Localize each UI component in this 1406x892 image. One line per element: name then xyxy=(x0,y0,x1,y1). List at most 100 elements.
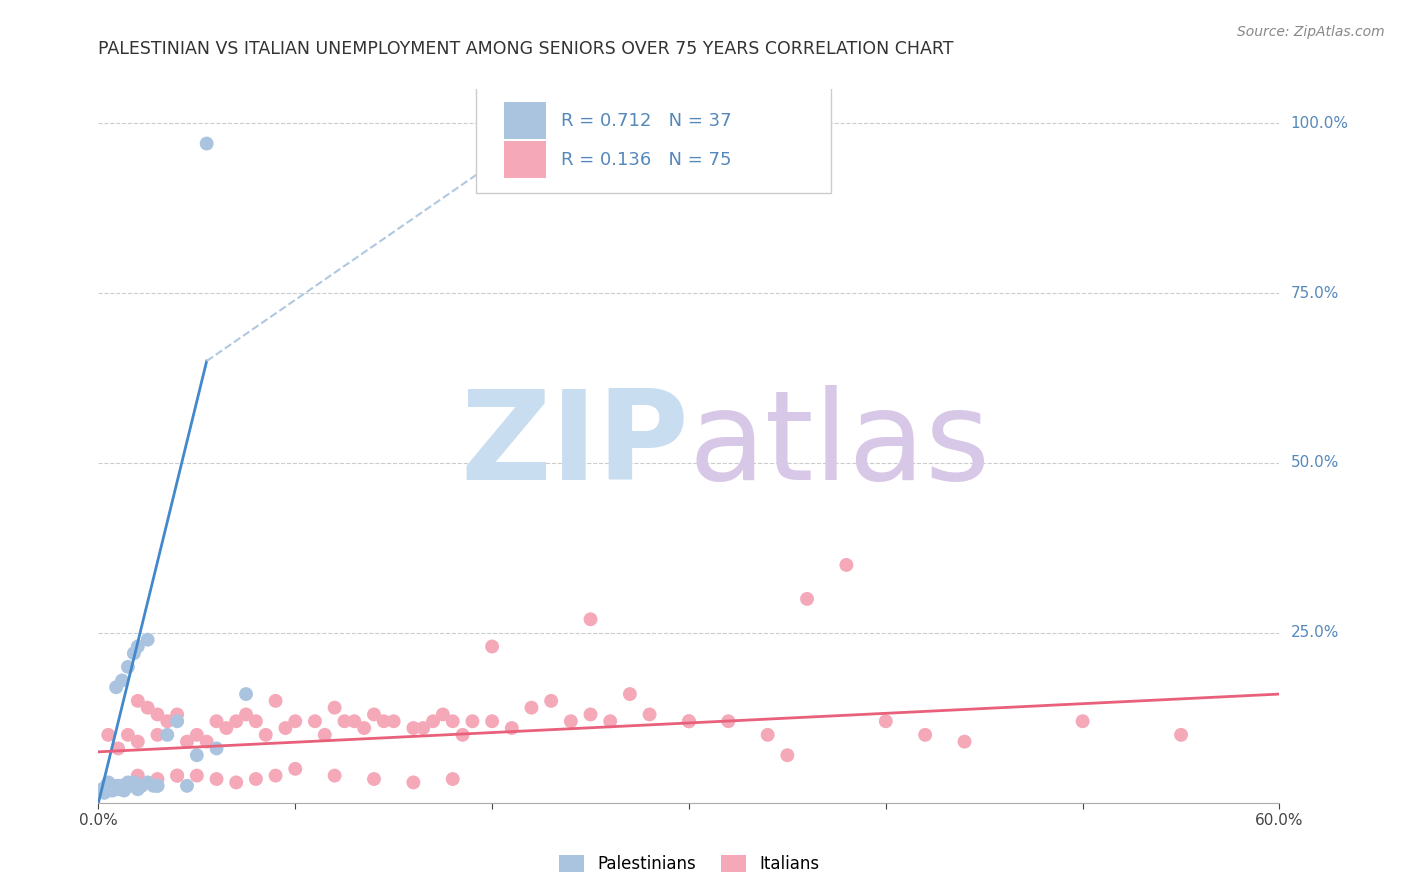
FancyBboxPatch shape xyxy=(503,102,546,139)
Point xyxy=(96,779,118,793)
Point xyxy=(1170,728,1192,742)
Point xyxy=(176,779,198,793)
Point xyxy=(599,714,621,729)
Point xyxy=(103,779,125,793)
Point xyxy=(776,748,799,763)
Point xyxy=(111,673,134,688)
Point xyxy=(284,762,307,776)
Point xyxy=(540,694,562,708)
Point xyxy=(142,779,165,793)
Point xyxy=(156,714,179,729)
Point xyxy=(235,687,257,701)
Point xyxy=(101,783,124,797)
Point xyxy=(323,769,346,783)
Point xyxy=(953,734,976,748)
Point xyxy=(373,714,395,729)
Point xyxy=(274,721,297,735)
Point xyxy=(678,714,700,729)
Point xyxy=(205,772,228,786)
Point xyxy=(105,680,128,694)
Point xyxy=(105,782,128,797)
Point xyxy=(195,734,218,748)
Text: PALESTINIAN VS ITALIAN UNEMPLOYMENT AMONG SENIORS OVER 75 YEARS CORRELATION CHAR: PALESTINIAN VS ITALIAN UNEMPLOYMENT AMON… xyxy=(98,40,953,58)
Point xyxy=(363,707,385,722)
Point xyxy=(122,646,145,660)
Point xyxy=(451,728,474,742)
Point xyxy=(136,700,159,714)
Point xyxy=(117,775,139,789)
Point xyxy=(176,734,198,748)
Point xyxy=(195,136,218,151)
Point xyxy=(225,714,247,729)
Point xyxy=(717,714,740,729)
Point xyxy=(1071,714,1094,729)
Point xyxy=(166,769,188,783)
Point xyxy=(98,782,121,797)
Point xyxy=(638,707,661,722)
Point xyxy=(205,741,228,756)
Text: 75.0%: 75.0% xyxy=(1291,285,1339,301)
Point xyxy=(156,728,179,742)
Point xyxy=(245,772,267,786)
Point xyxy=(111,779,134,793)
Point xyxy=(146,707,169,722)
Point xyxy=(136,632,159,647)
Point xyxy=(117,728,139,742)
FancyBboxPatch shape xyxy=(477,86,831,193)
Point xyxy=(264,769,287,783)
Point xyxy=(127,694,149,708)
Point xyxy=(678,714,700,729)
Point xyxy=(382,714,405,729)
Point xyxy=(127,769,149,783)
Text: atlas: atlas xyxy=(689,385,991,507)
FancyBboxPatch shape xyxy=(503,141,546,178)
Point xyxy=(122,775,145,789)
Point xyxy=(107,741,129,756)
Point xyxy=(107,779,129,793)
Text: R = 0.712   N = 37: R = 0.712 N = 37 xyxy=(561,112,733,129)
Point xyxy=(441,772,464,786)
Point xyxy=(619,687,641,701)
Point xyxy=(166,714,188,729)
Point xyxy=(93,786,115,800)
Point xyxy=(131,779,153,793)
Text: 25.0%: 25.0% xyxy=(1291,625,1339,640)
Point xyxy=(127,734,149,748)
Point xyxy=(402,721,425,735)
Point xyxy=(343,714,366,729)
Point xyxy=(101,782,124,797)
Point xyxy=(914,728,936,742)
Point xyxy=(579,707,602,722)
Point xyxy=(560,714,582,729)
Point xyxy=(363,772,385,786)
Point xyxy=(461,714,484,729)
Text: 100.0%: 100.0% xyxy=(1291,116,1348,131)
Text: R = 0.136   N = 75: R = 0.136 N = 75 xyxy=(561,151,733,169)
Text: Source: ZipAtlas.com: Source: ZipAtlas.com xyxy=(1237,25,1385,39)
Point xyxy=(108,782,131,797)
Point xyxy=(97,775,120,789)
Point xyxy=(835,558,858,572)
Point xyxy=(146,728,169,742)
Point xyxy=(186,728,208,742)
Point xyxy=(304,714,326,729)
Point xyxy=(481,714,503,729)
Point xyxy=(136,775,159,789)
Point xyxy=(520,700,543,714)
Text: 50.0%: 50.0% xyxy=(1291,456,1339,470)
Point xyxy=(97,779,120,793)
Point xyxy=(284,714,307,729)
Point xyxy=(186,748,208,763)
Point xyxy=(146,779,169,793)
Point xyxy=(441,714,464,729)
Point xyxy=(117,660,139,674)
Point xyxy=(118,779,141,793)
Point xyxy=(166,769,188,783)
Point xyxy=(432,707,454,722)
Point xyxy=(579,612,602,626)
Point xyxy=(166,707,188,722)
Point xyxy=(756,728,779,742)
Point xyxy=(264,694,287,708)
Point xyxy=(412,721,434,735)
Point xyxy=(225,775,247,789)
